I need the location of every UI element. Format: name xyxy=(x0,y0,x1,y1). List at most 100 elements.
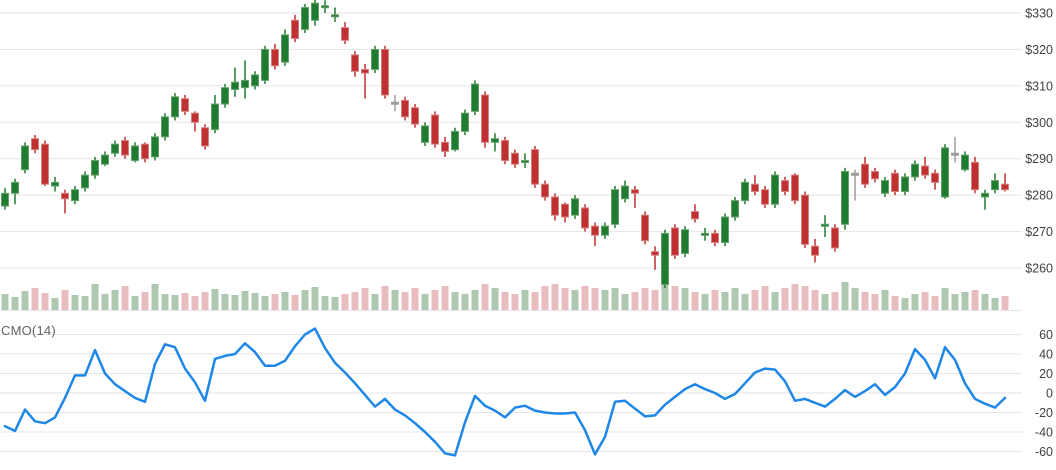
candle-bullish xyxy=(911,163,919,178)
candle-bullish xyxy=(951,152,959,156)
volume-bar xyxy=(411,288,419,310)
candle-bearish xyxy=(691,211,699,220)
volume-bar xyxy=(651,290,659,310)
cmo-axis-label: 40 xyxy=(1039,348,1053,362)
candle-bearish xyxy=(791,174,799,202)
candle-bearish xyxy=(931,172,939,183)
volume-bar xyxy=(981,294,989,310)
volume-bar xyxy=(161,294,169,310)
candle-bullish xyxy=(241,79,249,89)
candle-bullish xyxy=(881,180,889,194)
candle-bearish xyxy=(581,207,589,229)
volume-bar xyxy=(681,288,689,310)
candle-bullish xyxy=(961,154,969,171)
candle-bearish xyxy=(191,112,199,123)
candle-bearish xyxy=(861,163,869,185)
volume-bar xyxy=(921,292,929,310)
volume-bar xyxy=(231,295,239,310)
volume-bar xyxy=(311,287,319,310)
candle-bearish xyxy=(201,127,209,147)
volume-bar xyxy=(71,295,79,310)
volume-bar xyxy=(471,290,479,310)
volume-bar xyxy=(581,286,589,310)
volume-bar xyxy=(31,288,39,310)
candle-bearish xyxy=(511,152,519,165)
volume-bar xyxy=(901,298,909,310)
volume-bar xyxy=(301,290,309,310)
candle-bearish xyxy=(781,180,789,193)
volume-bar xyxy=(831,292,839,310)
candle-bearish xyxy=(141,143,149,160)
candle-bearish xyxy=(291,19,299,40)
candle-bearish xyxy=(551,196,559,216)
candle-bearish xyxy=(751,183,759,193)
volume-bar xyxy=(791,284,799,310)
volume-bar xyxy=(481,284,489,310)
candle-bullish xyxy=(941,147,949,198)
candle-bullish xyxy=(71,189,79,202)
candle-bearish xyxy=(61,192,69,200)
candle-bullish xyxy=(151,136,159,158)
volume-bar xyxy=(731,288,739,310)
candle-bullish xyxy=(51,181,59,187)
candle-bearish xyxy=(591,225,599,236)
volume-bar xyxy=(511,294,519,310)
candle-bearish xyxy=(351,54,359,72)
candle-bearish xyxy=(121,140,129,156)
volume-bar xyxy=(281,292,289,310)
candle-bearish xyxy=(641,214,649,242)
volume-bar xyxy=(221,294,229,310)
candle-bullish xyxy=(111,143,119,154)
candle-bearish xyxy=(541,183,549,198)
candle-bearish xyxy=(1001,183,1009,191)
candle-bullish xyxy=(491,138,499,143)
price-axis-label: $260 xyxy=(1025,262,1053,276)
volume-bar xyxy=(871,294,879,310)
volume-bar xyxy=(771,292,779,310)
volume-bar xyxy=(271,294,279,310)
volume-bar xyxy=(711,290,719,310)
candle-bearish xyxy=(481,94,489,143)
candle-bullish xyxy=(11,181,19,194)
volume-bar xyxy=(91,284,99,310)
volume-bar xyxy=(591,288,599,310)
candle-bearish xyxy=(271,48,279,67)
candle-bullish xyxy=(841,170,849,225)
price-axis-label: $310 xyxy=(1025,79,1053,93)
candle-bearish xyxy=(561,203,569,218)
volume-bar xyxy=(181,293,189,310)
volume-bar xyxy=(361,288,369,310)
volume-bar xyxy=(721,292,729,310)
volume-bar xyxy=(401,292,409,310)
candle-bullish xyxy=(251,74,259,87)
cmo-axis-label: 60 xyxy=(1039,328,1053,342)
candle-bullish xyxy=(101,154,109,165)
volume-bar xyxy=(741,294,749,310)
candle-bullish xyxy=(991,180,999,191)
candle-bearish xyxy=(631,189,639,194)
candle-bullish xyxy=(681,229,689,254)
candle-bullish xyxy=(741,181,749,202)
volume-bar xyxy=(391,290,399,310)
volume-bar xyxy=(571,290,579,310)
candle-bearish xyxy=(31,138,39,151)
candle-bullish xyxy=(221,87,229,105)
candle-bullish xyxy=(131,145,139,162)
volume-bar xyxy=(701,294,709,310)
volume-bar xyxy=(331,297,339,310)
volume-bar xyxy=(671,286,679,310)
candle-bearish xyxy=(971,161,979,191)
price-axis-label: $280 xyxy=(1025,189,1053,203)
price-axis-label: $290 xyxy=(1025,152,1053,166)
volume-bar xyxy=(101,294,109,310)
candle-bearish xyxy=(801,194,809,245)
volume-bar xyxy=(661,284,669,310)
volume-bar xyxy=(631,292,639,310)
volume-bar xyxy=(1001,296,1009,310)
volume-bar xyxy=(321,296,329,310)
candle-bearish xyxy=(891,172,899,193)
candle-bearish xyxy=(41,143,49,185)
candle-bullish xyxy=(901,176,909,193)
price-axis-label: $330 xyxy=(1025,7,1053,21)
